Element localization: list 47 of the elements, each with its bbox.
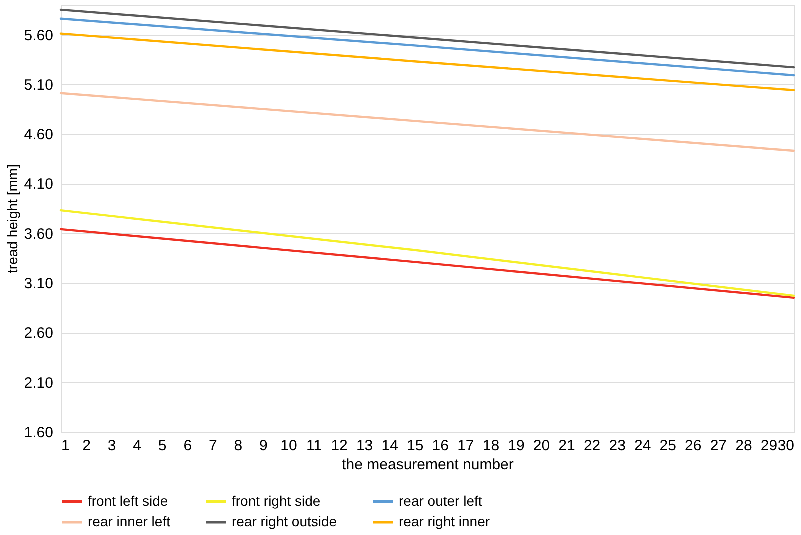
x-tick-label: 24 — [634, 438, 652, 454]
y-tick-label: 2.10 — [24, 374, 54, 392]
y-tick-label: 4.60 — [24, 126, 54, 144]
x-tick-label: 27 — [710, 438, 728, 454]
x-tick-label: 16 — [432, 438, 449, 454]
legend-label: rear right inner — [399, 514, 490, 530]
y-tick-label: 2.60 — [24, 325, 54, 342]
legend-label: rear inner left — [88, 514, 171, 530]
x-tick-label: 19 — [508, 438, 525, 454]
x-tick-label: 21 — [558, 438, 576, 454]
x-tick-label: 7 — [208, 438, 218, 454]
x-tick-label: 26 — [685, 438, 702, 454]
y-axis-title: tread height [mm] — [4, 164, 20, 274]
legend-label: front left side — [88, 492, 168, 509]
y-tick-label: 4.10 — [24, 176, 54, 194]
x-tick-label: 8 — [234, 438, 243, 454]
x-tick-label: 10 — [280, 438, 298, 454]
legend-label: rear outer left — [399, 492, 482, 509]
x-tick-label: 5 — [158, 438, 167, 454]
x-tick-label: 2 — [82, 438, 91, 454]
x-tick-label: 9 — [260, 438, 268, 454]
x-tick-label: 4 — [133, 438, 142, 454]
y-tick-label: 5.60 — [24, 27, 54, 44]
legend-label: rear right outside — [232, 514, 338, 530]
x-tick-label: 30 — [778, 438, 794, 454]
y-tick-label: 5.10 — [24, 76, 54, 94]
x-tick-label: 18 — [482, 438, 500, 454]
y-tick-label: 3.10 — [24, 276, 54, 293]
x-tick-label: 15 — [407, 438, 424, 454]
x-tick-label: 23 — [609, 438, 626, 454]
x-tick-label: 25 — [660, 438, 676, 454]
x-tick-label: 20 — [533, 438, 550, 454]
x-tick-label: 6 — [184, 438, 192, 454]
x-tick-label: 14 — [382, 438, 398, 454]
x-tick-label: 29 — [760, 438, 778, 454]
x-tick-label: 22 — [584, 438, 601, 454]
x-axis-title: the measurement number — [342, 456, 514, 474]
x-tick-label: 28 — [736, 438, 752, 454]
x-tick-label: 13 — [356, 438, 374, 454]
x-tick-label: 12 — [331, 438, 348, 454]
y-tick-label: 1.60 — [24, 424, 54, 442]
y-tick-label: 3.60 — [24, 226, 54, 243]
x-tick-label: 11 — [306, 438, 322, 454]
x-tick-label: 3 — [108, 438, 116, 454]
x-tick-label: 1 — [62, 438, 70, 454]
legend-label: front right side — [232, 492, 321, 509]
x-tick-label: 17 — [458, 438, 474, 454]
